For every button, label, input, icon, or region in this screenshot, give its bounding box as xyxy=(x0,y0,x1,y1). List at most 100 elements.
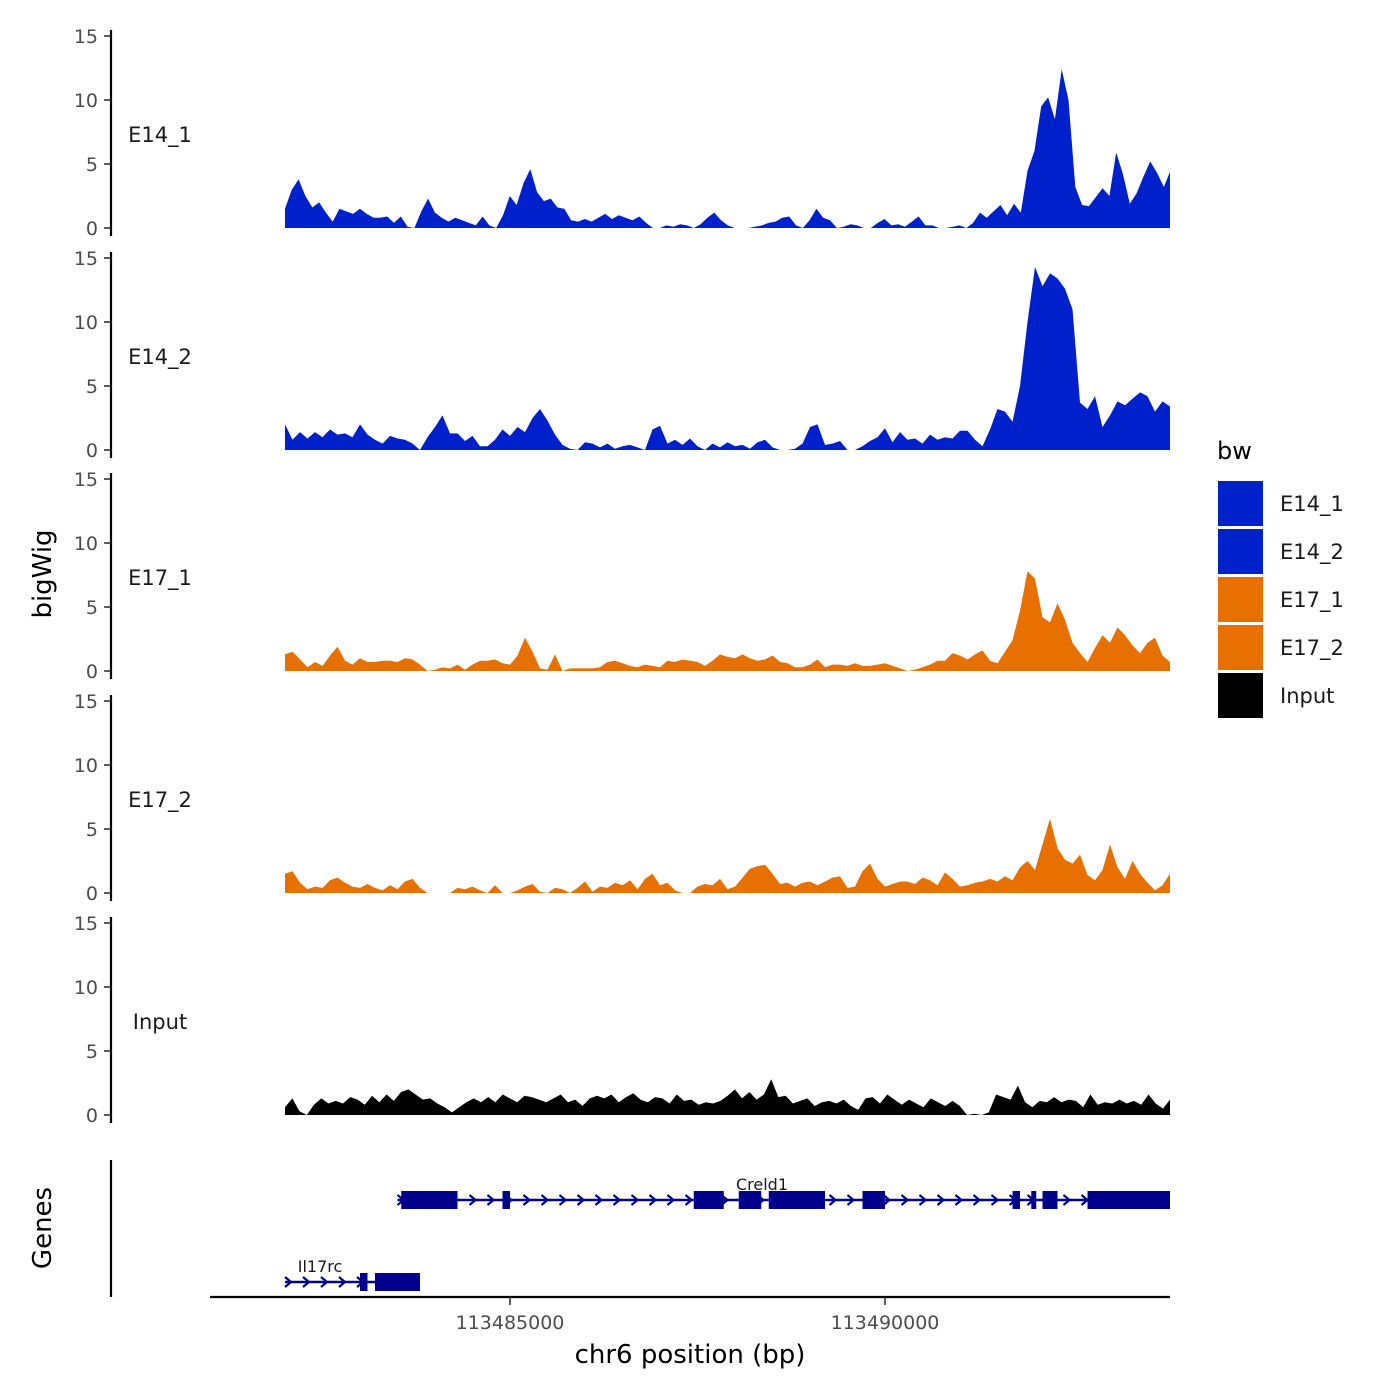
strand-arrow xyxy=(684,1194,694,1206)
gene-exon xyxy=(693,1191,724,1209)
strand-arrow xyxy=(284,1276,293,1288)
signal-tracks: 0 5 10 15 E14_1 0 5 10 15 E14_2 0 5 10 15 E17_1 0 5 10 15 E… xyxy=(74,26,1170,1127)
y-tick-label: 0 xyxy=(86,883,98,905)
y-tick-label: 5 xyxy=(86,1041,98,1063)
gene-Creld1: Creld1 xyxy=(396,1175,1170,1209)
signal-area-E17_1 xyxy=(285,571,1170,671)
y-tick-label: 5 xyxy=(86,597,98,619)
signal-area-E14_1 xyxy=(285,69,1170,228)
x-axis-title: chr6 position (bp) xyxy=(575,1340,806,1370)
legend-title: bw xyxy=(1217,437,1252,465)
strand-arrow xyxy=(468,1194,478,1206)
legend-item-Input: Input xyxy=(1218,673,1334,718)
y-tick-label: 15 xyxy=(74,691,98,713)
x-axis: 113485000 113490000 chr6 position (bp) xyxy=(210,1295,1170,1370)
strand-arrow xyxy=(900,1194,910,1206)
strand-arrow xyxy=(666,1194,676,1206)
legend-label: E14_1 xyxy=(1280,492,1344,517)
strand-arrow xyxy=(522,1194,532,1206)
gene-exon xyxy=(768,1191,825,1209)
strand-arrow xyxy=(828,1194,838,1206)
strand-arrow xyxy=(338,1276,347,1288)
y-tick-label: 10 xyxy=(74,312,98,334)
gene-exon xyxy=(1031,1191,1037,1209)
strand-arrow xyxy=(486,1194,496,1206)
y-tick-label: 15 xyxy=(74,913,98,935)
legend-swatch xyxy=(1218,673,1263,718)
legend-item-E17_2: E17_2 xyxy=(1218,625,1344,670)
track-label-E14_1: E14_1 xyxy=(128,123,192,148)
gene-label-Il17rc: Il17rc xyxy=(298,1257,343,1276)
strand-arrow xyxy=(594,1194,604,1206)
gene-exon xyxy=(1042,1191,1058,1209)
legend-label: Input xyxy=(1280,684,1334,708)
legend-swatch xyxy=(1218,481,1263,526)
strand-arrow xyxy=(918,1194,928,1206)
y-tick-label: 0 xyxy=(86,661,98,683)
gene-exon xyxy=(401,1191,458,1209)
track-label-Input: Input xyxy=(133,1010,187,1034)
legend-label: E17_2 xyxy=(1280,636,1344,661)
strand-arrow xyxy=(320,1276,329,1288)
y-tick-label: 10 xyxy=(74,977,98,999)
legend-label: E17_1 xyxy=(1280,588,1344,613)
track-E14_2: 0 5 10 15 E14_2 xyxy=(74,248,1170,462)
legend: bw E14_1 E14_2 E17_1 E17_2 Input xyxy=(1217,437,1344,718)
gene-models: Creld1 Il17rc xyxy=(284,1175,1170,1291)
strand-arrow xyxy=(540,1194,550,1206)
track-E17_2: 0 5 10 15 E17_2 xyxy=(74,691,1170,905)
strand-arrow xyxy=(972,1194,982,1206)
strand-arrow xyxy=(846,1194,856,1206)
strand-arrow xyxy=(558,1194,568,1206)
gene-exon xyxy=(738,1191,762,1209)
x-axis-ticks: 113485000 113490000 xyxy=(456,1297,940,1334)
y-axis-title-text: bigWig xyxy=(28,529,58,618)
y-tick-label: 10 xyxy=(74,533,98,555)
gene-exon xyxy=(862,1191,885,1209)
strand-arrow xyxy=(612,1194,622,1206)
y-tick-label: 0 xyxy=(86,218,98,240)
gene-exon xyxy=(1087,1191,1170,1209)
y-tick-label: 5 xyxy=(86,376,98,398)
legend-items: E14_1 E14_2 E17_1 E17_2 Input xyxy=(1218,481,1344,718)
legend-swatch xyxy=(1218,529,1263,574)
track-label-E14_2: E14_2 xyxy=(128,345,192,370)
strand-arrow xyxy=(630,1194,640,1206)
legend-item-E17_1: E17_1 xyxy=(1218,577,1344,622)
y-tick-label: 15 xyxy=(74,248,98,270)
track-E17_1: 0 5 10 15 E17_1 xyxy=(74,469,1170,683)
x-tick-label: 113485000 xyxy=(456,1312,565,1334)
legend-swatch xyxy=(1218,625,1263,670)
y-tick-label: 15 xyxy=(74,26,98,48)
legend-item-E14_2: E14_2 xyxy=(1218,529,1344,574)
y-tick-label: 10 xyxy=(74,90,98,112)
gene-exon xyxy=(502,1191,510,1209)
gene-label-Creld1: Creld1 xyxy=(736,1175,788,1194)
x-tick-label: 113490000 xyxy=(831,1312,940,1334)
strand-arrow xyxy=(936,1194,946,1206)
track-label-E17_2: E17_2 xyxy=(128,788,192,813)
strand-arrow xyxy=(1062,1194,1072,1206)
strand-arrow xyxy=(648,1194,658,1206)
y-tick-label: 0 xyxy=(86,440,98,462)
gene-exon xyxy=(375,1273,420,1291)
signal-area-E17_2 xyxy=(285,818,1170,893)
y-tick-label: 5 xyxy=(86,819,98,841)
track-E14_1: 0 5 10 15 E14_1 xyxy=(74,26,1170,240)
gene-exon xyxy=(1012,1191,1020,1209)
strand-arrow xyxy=(882,1194,892,1206)
strand-arrow xyxy=(576,1194,586,1206)
track-Input: 0 5 10 15 Input xyxy=(74,913,1170,1127)
strand-arrow xyxy=(954,1194,964,1206)
strand-arrow xyxy=(990,1194,1000,1206)
y-tick-label: 10 xyxy=(74,755,98,777)
y-tick-label: 15 xyxy=(74,469,98,491)
signal-area-E14_2 xyxy=(285,267,1170,450)
legend-swatch xyxy=(1218,577,1263,622)
gene-exon xyxy=(360,1273,368,1291)
legend-item-E14_1: E14_1 xyxy=(1218,481,1344,526)
y-tick-label: 0 xyxy=(86,1105,98,1127)
track-label-E17_1: E17_1 xyxy=(128,566,192,591)
gene-Il17rc: Il17rc xyxy=(284,1257,420,1291)
